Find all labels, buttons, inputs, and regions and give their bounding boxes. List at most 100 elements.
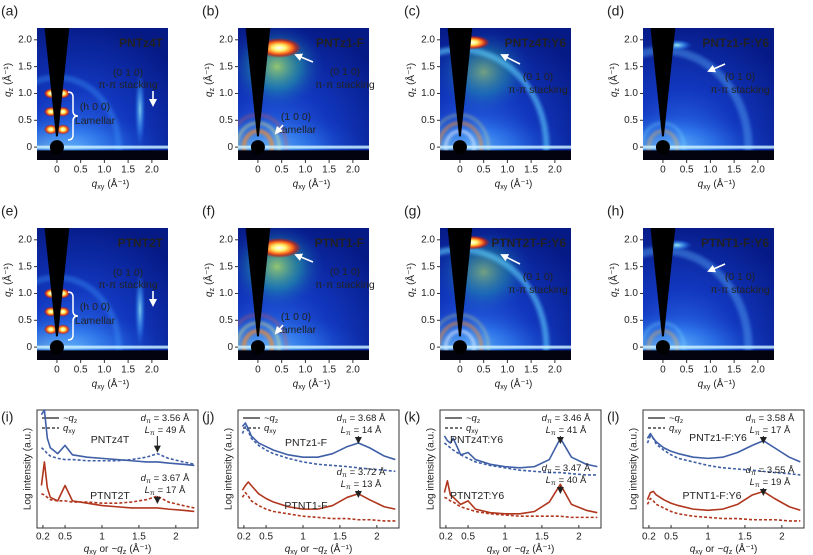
x-tick-label: 2.0 <box>346 365 360 376</box>
legend-label: qxy <box>669 423 682 435</box>
series-label: PNTz1-F <box>285 437 327 449</box>
text-part: q <box>293 179 299 190</box>
plot-frame <box>36 409 199 529</box>
text-part: (Å⁻¹) <box>107 177 129 190</box>
text-part: (Å⁻¹) <box>713 177 735 190</box>
x-tick-label: 1.5 <box>333 532 347 543</box>
text-part: (Å⁻¹) <box>308 177 330 190</box>
text-part: π <box>346 430 351 437</box>
x-axis-label: qxy (Å⁻¹) <box>698 377 736 391</box>
diffuse-glow <box>238 228 325 311</box>
x-tick-label: 1.0 <box>703 365 717 376</box>
y-tick-label: 2.0 <box>18 234 32 245</box>
series-label: PTNT1-F <box>284 500 327 512</box>
annotation-arrow <box>500 254 521 265</box>
panel-label: (k) <box>404 409 420 425</box>
text-part: π <box>751 470 756 477</box>
lamellar-spot <box>43 324 58 335</box>
annotation: dπ = 3.47 Å <box>542 463 591 475</box>
missing-wedge <box>44 228 70 337</box>
panel-title: PNTz4T:Y6 <box>505 36 567 50</box>
text-part: (Å⁻¹) <box>1 263 14 285</box>
annotation: Lπ = 17 Å <box>145 485 186 497</box>
line-qxy <box>444 496 598 519</box>
x-tick-label: 0.2 <box>36 532 50 543</box>
line-qz <box>40 461 195 513</box>
annotation: π-π stacking <box>508 284 568 296</box>
annotation-brace <box>67 91 79 141</box>
text-part: q <box>204 291 215 297</box>
text-part: xy <box>703 382 711 391</box>
x-tick-label: 1.0 <box>298 165 312 176</box>
x-tick-label: 0 <box>54 365 60 376</box>
panel-label: (j) <box>202 409 214 425</box>
x-tick-label: 1.5 <box>524 365 538 376</box>
x-axis-label: qxy or ~qz (Å⁻¹) <box>285 542 353 555</box>
y-tick-label: 1.5 <box>219 61 233 72</box>
giwaxs-image <box>37 228 168 360</box>
text-part: xy <box>674 428 681 435</box>
text-part: q <box>698 379 704 390</box>
annotation: (0 1 0) <box>523 71 553 83</box>
beam-stop <box>655 340 670 355</box>
y-axis-label: qz (Å⁻¹) <box>404 263 418 297</box>
lamellar-spot <box>55 124 70 135</box>
annotation: dπ = 3.67 Å <box>141 473 190 485</box>
annotation: Lπ = 49 Å <box>145 425 186 437</box>
y-tick-label: 1.5 <box>18 261 32 272</box>
text-part: d <box>542 413 548 424</box>
y-axis-label: Log intensity (a.u.) <box>224 428 235 510</box>
text-part: (Å⁻¹) <box>404 263 417 285</box>
x-axis-label: qxy (Å⁻¹) <box>293 177 331 191</box>
missing-wedge <box>447 228 473 337</box>
y-axis-label: qz (Å⁻¹) <box>607 263 621 297</box>
text-part: d <box>746 465 752 476</box>
y-axis-label: qz (Å⁻¹) <box>202 63 216 97</box>
annotation: (h 0 0) <box>80 301 110 313</box>
text-part: or <box>300 544 310 555</box>
y-tick-label: 2.0 <box>219 234 233 245</box>
beam-stop <box>49 140 64 155</box>
panel-label: (e) <box>1 203 18 219</box>
x-axis-label: qxy (Å⁻¹) <box>293 377 331 391</box>
giwaxs-image <box>643 28 774 160</box>
panel-label: (f) <box>202 203 215 219</box>
series-label: PNTz1-F:Y6 <box>689 432 747 444</box>
series-label: PTNT2T <box>90 490 130 502</box>
shadow-region <box>440 350 571 360</box>
y-tick-label: 0.5 <box>219 115 233 126</box>
text-part: xy <box>492 547 500 555</box>
giwaxs-image <box>37 28 168 160</box>
text-part: = 17 Å <box>763 425 791 436</box>
x-tick-label: 1 <box>705 532 711 543</box>
y-tick-label: 1.0 <box>219 288 233 299</box>
pi-stacking-streak <box>133 67 146 152</box>
text-part: ~q <box>111 544 123 555</box>
panel-label: (l) <box>607 409 619 425</box>
x-tick-label: 0.5 <box>259 532 273 543</box>
text-part: q <box>669 423 675 434</box>
horizon-line <box>643 345 774 349</box>
y-tick-label: 0 <box>26 142 32 153</box>
text-part: (Å⁻¹) <box>129 542 151 555</box>
text-part: q <box>84 544 90 555</box>
x-tick-label: 2.0 <box>548 365 562 376</box>
y-tick-label: 1.5 <box>219 261 233 272</box>
text-part: xy <box>703 182 711 191</box>
text-part: π <box>551 430 556 437</box>
text-part: q <box>3 291 14 297</box>
text-part: = 3.72 Å <box>350 467 386 478</box>
x-tick-label: 2.0 <box>145 165 159 176</box>
text-part: xy <box>97 182 105 191</box>
text-part: (Å⁻¹) <box>607 63 620 85</box>
text-part: z <box>477 418 481 425</box>
y-tick-label: 0 <box>632 142 638 153</box>
annotation-arrow <box>294 53 314 63</box>
panel-label: (a) <box>1 3 18 19</box>
text-part: xy <box>471 428 478 435</box>
text-part: q <box>466 423 472 434</box>
annotation: (0 1 0) <box>725 271 755 283</box>
y-axis-label: qz (Å⁻¹) <box>607 63 621 97</box>
y-tick-label: 0 <box>632 342 638 353</box>
